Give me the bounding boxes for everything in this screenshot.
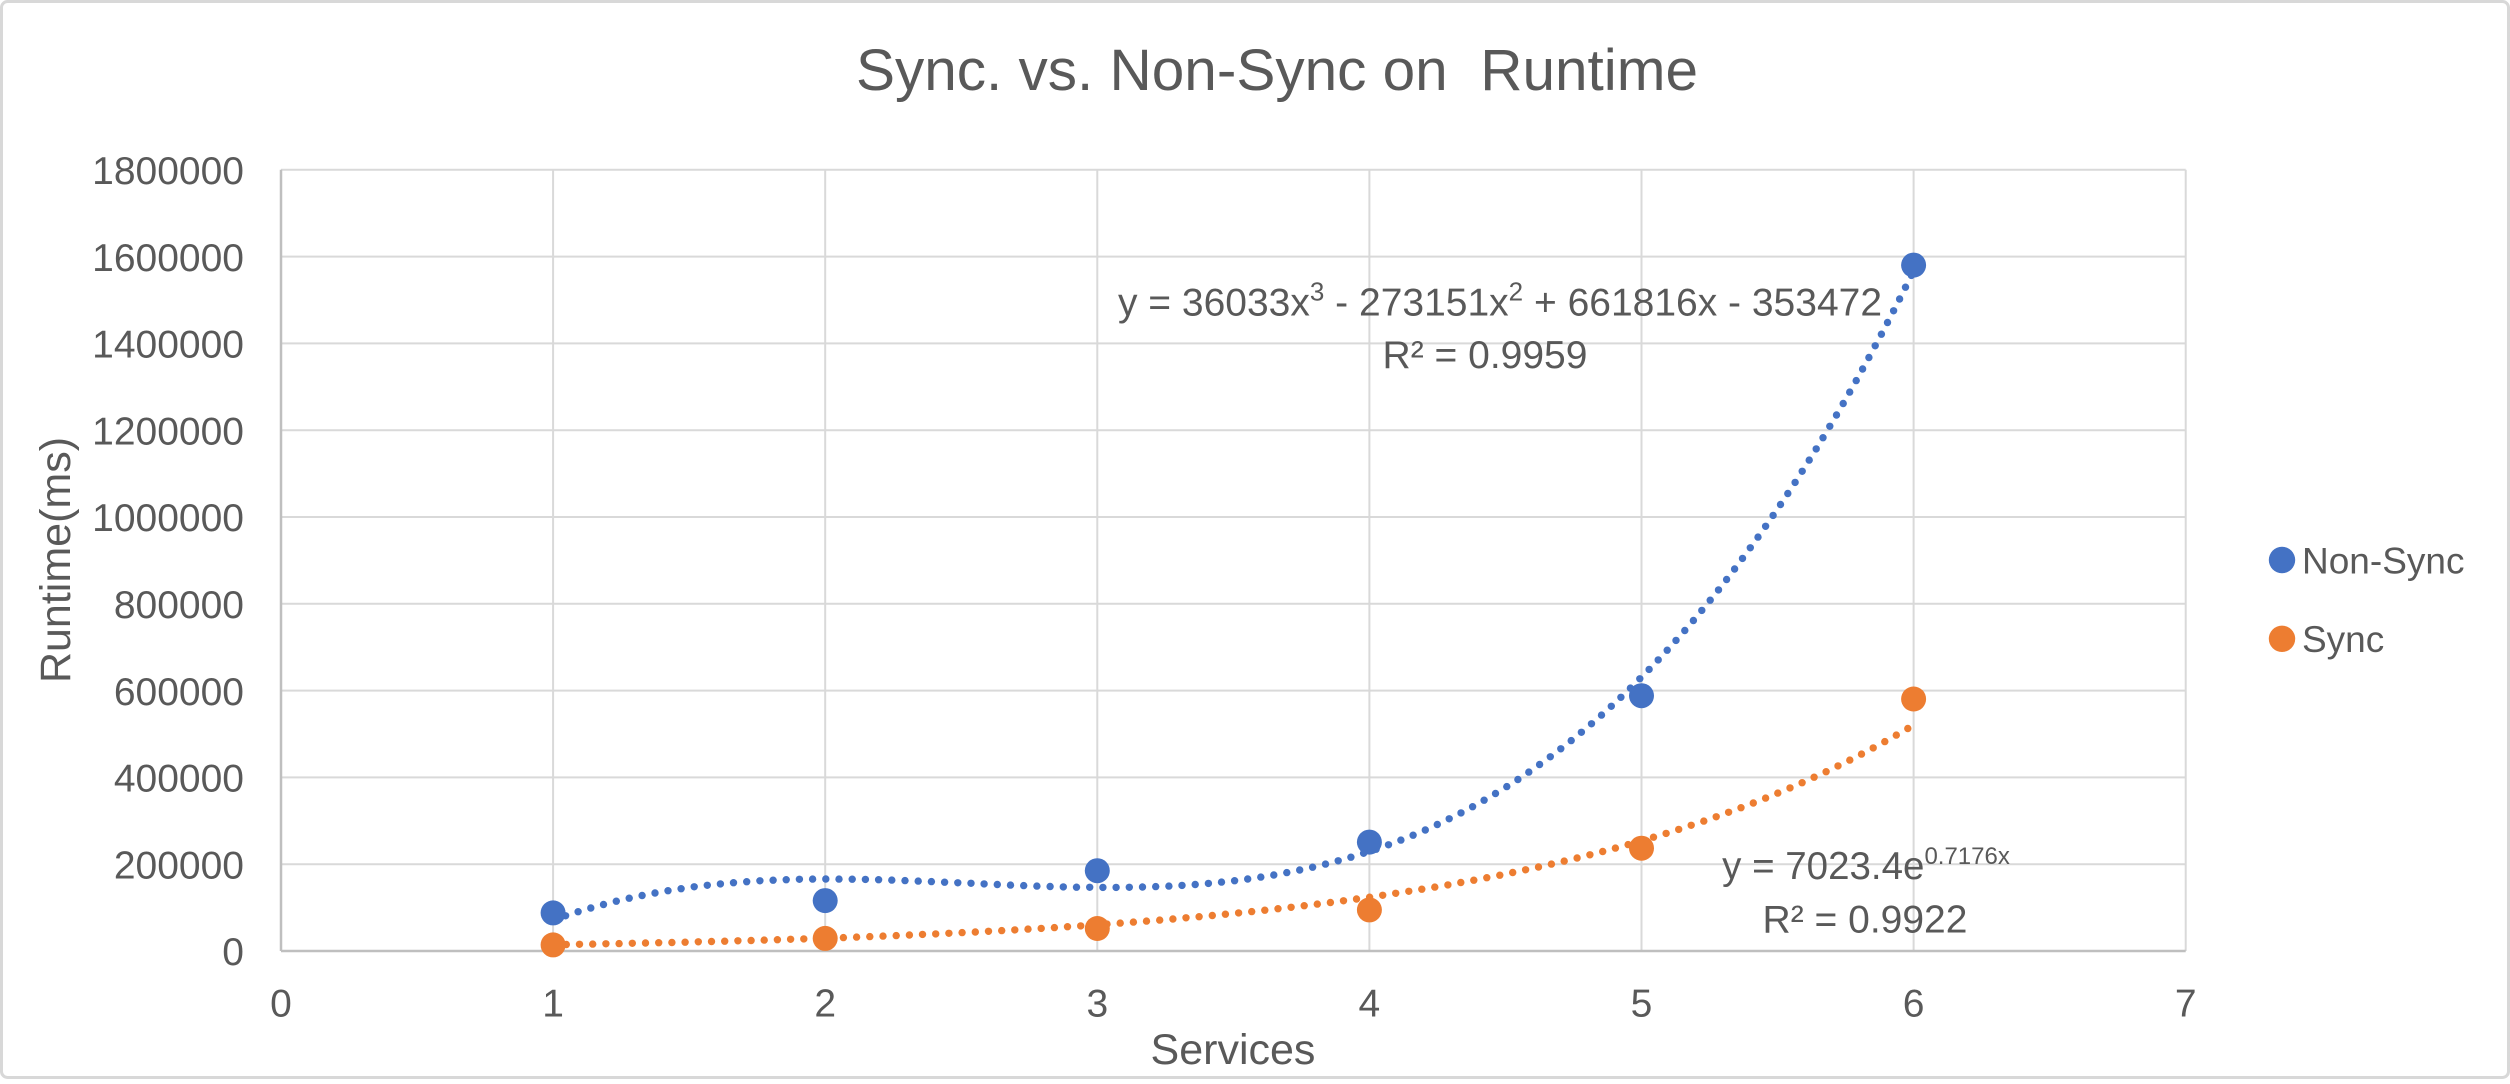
svg-text:5: 5 xyxy=(1631,983,1653,1026)
svg-text:1600000: 1600000 xyxy=(92,237,244,280)
svg-text:7: 7 xyxy=(2175,983,2197,1026)
svg-text:6: 6 xyxy=(1903,983,1925,1026)
svg-text:0: 0 xyxy=(270,983,292,1026)
svg-text:4: 4 xyxy=(1359,983,1381,1026)
svg-text:2: 2 xyxy=(814,983,836,1026)
svg-text:Runtime(ms): Runtime(ms) xyxy=(32,437,80,683)
svg-text:1200000: 1200000 xyxy=(92,410,244,453)
svg-text:1000000: 1000000 xyxy=(92,497,244,540)
svg-text:400000: 400000 xyxy=(114,758,244,801)
svg-text:Non-Sync: Non-Sync xyxy=(2302,541,2464,582)
svg-text:Services: Services xyxy=(1151,1026,1316,1074)
svg-text:1: 1 xyxy=(542,983,564,1026)
svg-text:600000: 600000 xyxy=(114,671,244,714)
svg-text:3: 3 xyxy=(1086,983,1108,1026)
svg-text:200000: 200000 xyxy=(114,844,244,887)
svg-text:y = 7023.4e0.7176x: y = 7023.4e0.7176x xyxy=(1722,843,2010,888)
svg-text:Sync: Sync xyxy=(2302,619,2384,660)
svg-text:0: 0 xyxy=(222,931,244,974)
svg-text:1400000: 1400000 xyxy=(92,324,244,367)
svg-text:y = 36033x3 - 273151x2 + 66181: y = 36033x3 - 273151x2 + 661816x - 35347… xyxy=(1118,277,1882,325)
svg-text:800000: 800000 xyxy=(114,584,244,627)
svg-text:R² = 0.9922: R² = 0.9922 xyxy=(1763,899,1968,942)
svg-text:1800000: 1800000 xyxy=(92,150,244,193)
svg-text:R² = 0.9959: R² = 0.9959 xyxy=(1383,334,1588,377)
svg-text:Sync. vs. Non-Sync on Runtime: Sync. vs. Non-Sync on Runtime xyxy=(856,38,1698,103)
